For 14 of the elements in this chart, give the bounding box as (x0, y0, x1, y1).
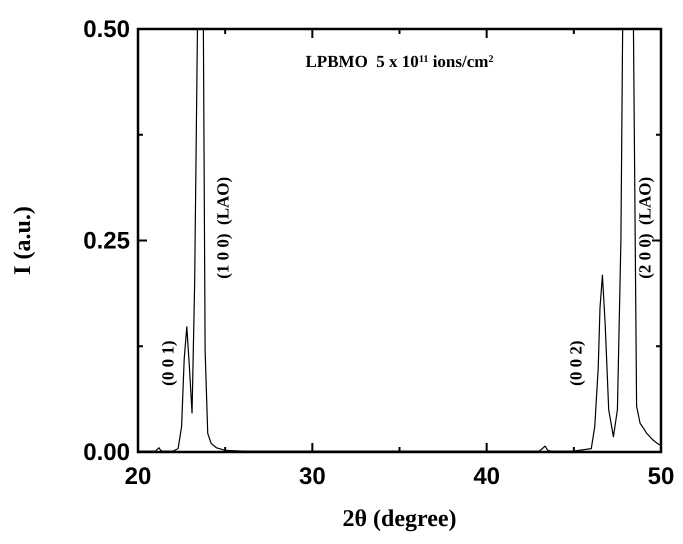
annotation: (0 0 1) (158, 340, 178, 386)
y-tick-label: 0.00 (83, 439, 130, 466)
annotation: (2 0 0) (LAO) (635, 176, 654, 279)
x-axis-title: 2θ (degree) (342, 506, 457, 532)
y-tick-label: 0.25 (83, 228, 130, 254)
x-tick-label: 30 (298, 463, 326, 490)
y-axis-title: I (a.u.) (10, 206, 36, 275)
annotation: (0 0 2) (566, 340, 586, 386)
annotation: (1 0 0) (LAO) (213, 176, 232, 279)
y-tick-label: 0.50 (83, 16, 130, 43)
annotation: LPBMO 5 x 10$^{11}$ ions/cm$^{2}$ (305, 52, 494, 72)
x-tick-label: 20 (124, 463, 152, 490)
x-tick-label: 50 (648, 463, 674, 490)
x-tick-label: 40 (473, 463, 500, 490)
